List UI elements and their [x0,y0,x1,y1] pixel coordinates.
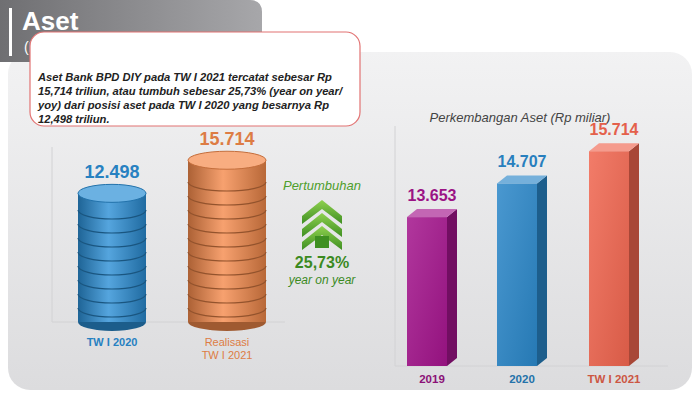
data-label: 15.714 [590,121,639,138]
growth-arrow [302,226,342,250]
bar-top [407,209,457,217]
chart-title: Perkembangan Aset (Rp miliar) [430,110,611,125]
cylinder-stripe [188,238,266,247]
cylinder-stripe [188,182,266,191]
cylinder-stripe [78,294,146,303]
description-box [30,32,360,126]
cylinder-bar [188,160,266,322]
data-label: 14.707 [498,153,547,170]
cylinder-stripe [78,308,146,317]
plot-area [407,143,639,366]
growth-arrow [315,236,329,248]
bar-side [629,143,639,366]
bar [407,217,447,366]
axis-line [395,126,396,366]
bar-top [497,175,547,183]
cylinder-top [78,184,146,202]
category-label: 2019 [419,373,445,385]
annotation: 25,73% [295,254,349,271]
cylinder-stripe [78,252,146,261]
cylinder-stripe [188,294,266,303]
cylinder-stripe [188,210,266,219]
cylinder-stripe [78,238,146,247]
plot-area [78,151,266,331]
category-label: 2020 [509,373,535,385]
cylinder-bar [78,193,146,322]
data-label: 13.653 [408,187,457,204]
cylinder-stripe [188,252,266,261]
cylinder-stripe [78,266,146,275]
annotation: Pertumbuhan [283,178,361,193]
data-label: 15.714 [199,129,254,149]
header-bar [9,8,12,56]
bar [589,151,629,366]
bar [497,183,537,366]
cylinder-stripe [188,266,266,275]
cylinder-stripe [188,196,266,205]
bar-top [589,143,639,151]
bar-side [447,209,457,366]
bar-side [537,175,547,366]
page: Aset(Rp Miliar)12.49815.714Pertumbuhan25… [0,0,700,393]
cylinder-stripe [188,224,266,233]
annotation: year on year [288,273,357,287]
category-label: Realisasi TW I 2021 [197,336,257,362]
data-label: 12.498 [84,162,139,182]
canvas: Aset(Rp Miliar)12.49815.714Pertumbuhan25… [0,0,700,393]
cylinder-stripe [78,210,146,219]
category-label: TW I 2020 [67,336,157,349]
cylinder-stripe [188,280,266,289]
background [0,0,700,393]
category-label: TW I 2021 [587,373,641,385]
cylinder-stripe [78,280,146,289]
cylinder-stripe [78,224,146,233]
cylinder-top [188,151,266,169]
description: Aset Bank BPD DIY pada TW I 2021 tercata… [38,70,356,126]
axis-line [52,147,53,322]
cylinder-stripe [188,308,266,317]
